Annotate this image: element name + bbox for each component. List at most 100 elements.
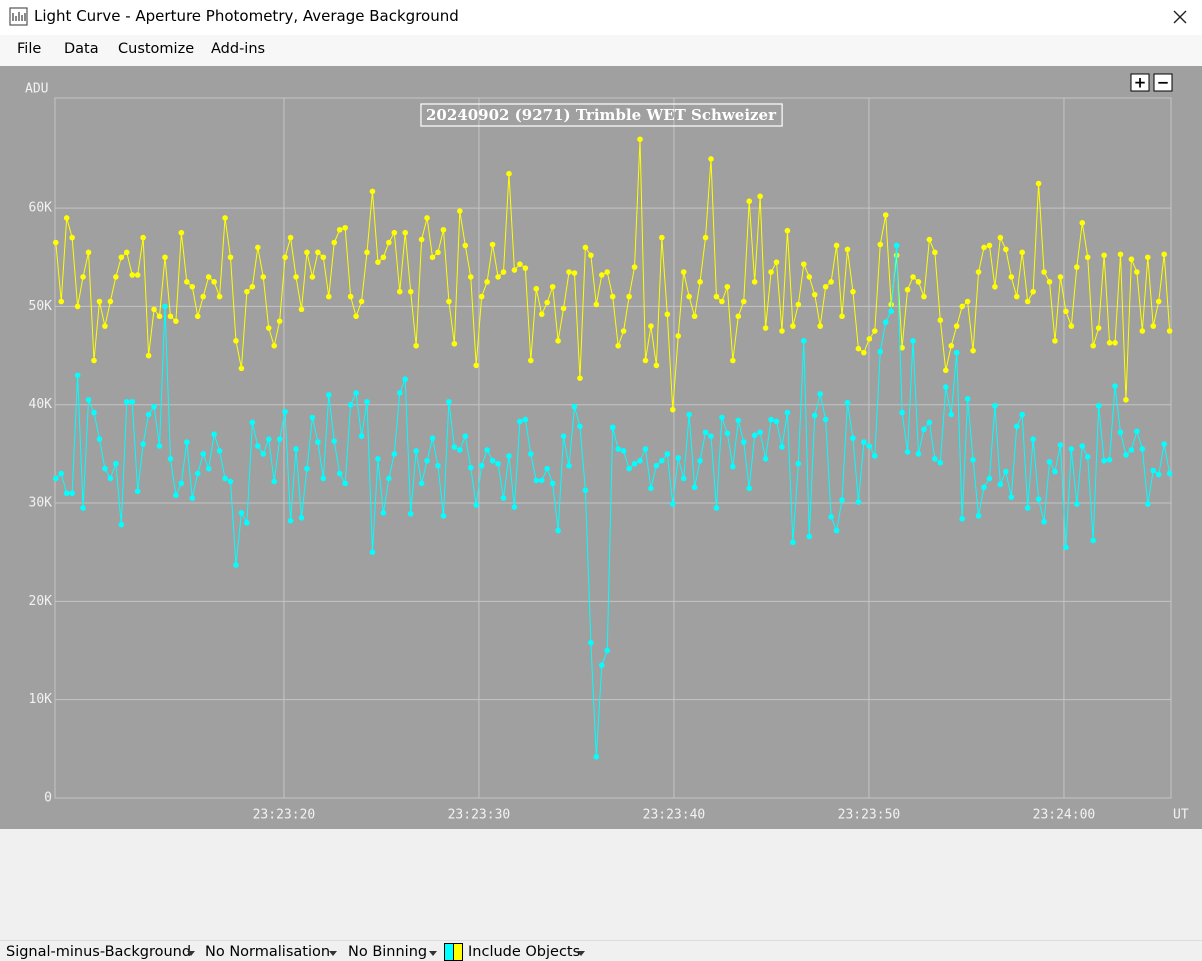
- menu-item[interactable]: Data: [64, 41, 99, 57]
- data-point: [790, 539, 796, 546]
- data-point: [391, 451, 398, 457]
- x-tick-label: 23:23:20: [253, 808, 316, 823]
- data-point: [620, 328, 627, 334]
- data-point: [484, 279, 490, 285]
- data-point: [921, 426, 927, 433]
- objects-dropdown[interactable]: Include Objects: [468, 944, 581, 960]
- data-point: [626, 293, 632, 300]
- data-point: [861, 349, 867, 356]
- data-point: [981, 244, 987, 251]
- data-point: [325, 392, 332, 398]
- data-point: [937, 317, 944, 323]
- data-point: [866, 336, 873, 342]
- data-point: [102, 465, 108, 472]
- data-point: [200, 293, 207, 300]
- data-point: [194, 313, 201, 320]
- data-point: [85, 397, 92, 403]
- data-point: [140, 441, 146, 447]
- data-point: [904, 286, 911, 293]
- data-point: [156, 313, 163, 320]
- data-point: [1003, 468, 1009, 475]
- data-point: [801, 261, 807, 267]
- data-point: [757, 193, 763, 200]
- binning-dropdown[interactable]: No Binning: [348, 944, 428, 960]
- data-point: [730, 357, 736, 364]
- data-point: [664, 311, 671, 318]
- data-point: [451, 340, 458, 347]
- data-point: [833, 527, 840, 534]
- data-point: [336, 226, 343, 233]
- menu-item[interactable]: Add-ins: [211, 41, 266, 57]
- data-point: [402, 376, 409, 382]
- zoom-out-label[interactable]: −: [1157, 74, 1170, 92]
- data-point: [708, 433, 714, 440]
- data-point: [1024, 505, 1031, 511]
- data-point: [123, 398, 130, 405]
- data-point: [369, 549, 376, 556]
- data-point: [342, 224, 348, 231]
- close-button[interactable]: [1172, 9, 1188, 25]
- menu-item[interactable]: Customize: [118, 41, 195, 57]
- data-point: [1128, 447, 1135, 453]
- data-point: [1090, 342, 1096, 349]
- data-point: [96, 298, 103, 305]
- data-point: [211, 279, 217, 285]
- data-point: [255, 244, 261, 251]
- dropdown-arrow: [187, 951, 195, 956]
- data-point: [577, 375, 583, 381]
- data-point: [173, 318, 179, 324]
- data-point: [265, 325, 272, 331]
- data-point: [981, 484, 987, 491]
- y-tick-label: 0: [44, 791, 52, 806]
- data-point: [320, 475, 327, 482]
- data-point: [271, 478, 277, 485]
- normalisation-dropdown[interactable]: No Normalisation: [205, 944, 331, 960]
- data-point: [1057, 274, 1064, 280]
- status-bar: Signal-minus-Background No Normalisation…: [0, 940, 1202, 961]
- data-point: [500, 495, 507, 501]
- menu-item[interactable]: File: [17, 41, 42, 57]
- x-tick-label: 23:24:00: [1033, 808, 1096, 823]
- data-point: [1095, 325, 1102, 331]
- data-point: [899, 409, 905, 416]
- data-point: [659, 457, 665, 464]
- data-point: [1095, 402, 1102, 409]
- data-point: [1117, 251, 1124, 258]
- data-point: [107, 475, 114, 482]
- data-point: [1166, 470, 1173, 477]
- data-point: [1101, 252, 1107, 259]
- zoom-in-button[interactable]: [1130, 73, 1150, 92]
- data-point: [615, 342, 621, 349]
- data-point: [702, 234, 709, 241]
- data-point: [123, 249, 130, 256]
- data-point: [822, 416, 829, 423]
- zoom-out-button[interactable]: [1153, 73, 1173, 92]
- data-point: [757, 429, 763, 436]
- signal-dropdown[interactable]: Signal-minus-Background: [6, 944, 192, 960]
- data-point: [691, 313, 698, 320]
- data-point: [675, 333, 682, 339]
- data-point: [992, 283, 998, 290]
- x-tick-label: 23:23:50: [838, 808, 901, 823]
- zoom-in-label[interactable]: +: [1134, 74, 1147, 92]
- data-point: [1024, 298, 1031, 305]
- x-axis-label: UT: [1173, 808, 1189, 823]
- data-point: [642, 357, 649, 364]
- data-point: [533, 477, 540, 484]
- dropdown-arrow: [329, 951, 337, 956]
- data-point: [440, 513, 447, 519]
- y-tick-label: 30K: [29, 496, 53, 511]
- data-point: [238, 365, 245, 372]
- data-point: [511, 267, 518, 273]
- data-point: [1101, 457, 1107, 464]
- data-point: [451, 444, 458, 450]
- data-point: [1019, 249, 1026, 256]
- data-point: [205, 274, 212, 280]
- data-point: [287, 517, 294, 524]
- data-point: [609, 293, 616, 300]
- data-point: [1117, 429, 1124, 436]
- data-point: [429, 435, 436, 441]
- data-point: [506, 170, 512, 177]
- data-point: [937, 459, 944, 466]
- data-point: [298, 306, 305, 313]
